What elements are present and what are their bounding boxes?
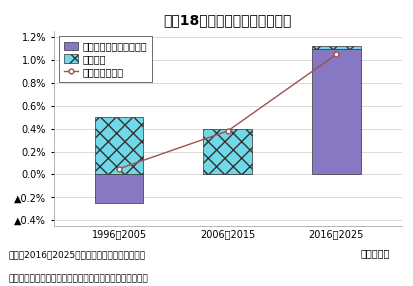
Bar bbox=[311, 49, 360, 174]
Text: （年平均）: （年平均） bbox=[360, 248, 389, 258]
Text: （資料）内閣府「国民経済計算」、総務省「労働力調査」: （資料）内閣府「国民経済計算」、総務省「労働力調査」 bbox=[8, 274, 148, 283]
Text: （注）2016～2025はニッセイ基礎研究所の予測: （注）2016～2025はニッセイ基礎研究所の予測 bbox=[8, 250, 145, 259]
Title: 図冈18　実質雇用者報酬の予測: 図冈18 実質雇用者報酬の予測 bbox=[163, 13, 291, 27]
Bar bbox=[311, 46, 360, 49]
Legend: 一人当たり賃金（実質）, 雇用者数, 実質雇用者報酬: 一人当たり賃金（実質）, 雇用者数, 実質雇用者報酬 bbox=[59, 36, 152, 82]
Bar bbox=[203, 129, 252, 174]
Bar bbox=[94, 117, 143, 174]
Bar bbox=[94, 174, 143, 203]
